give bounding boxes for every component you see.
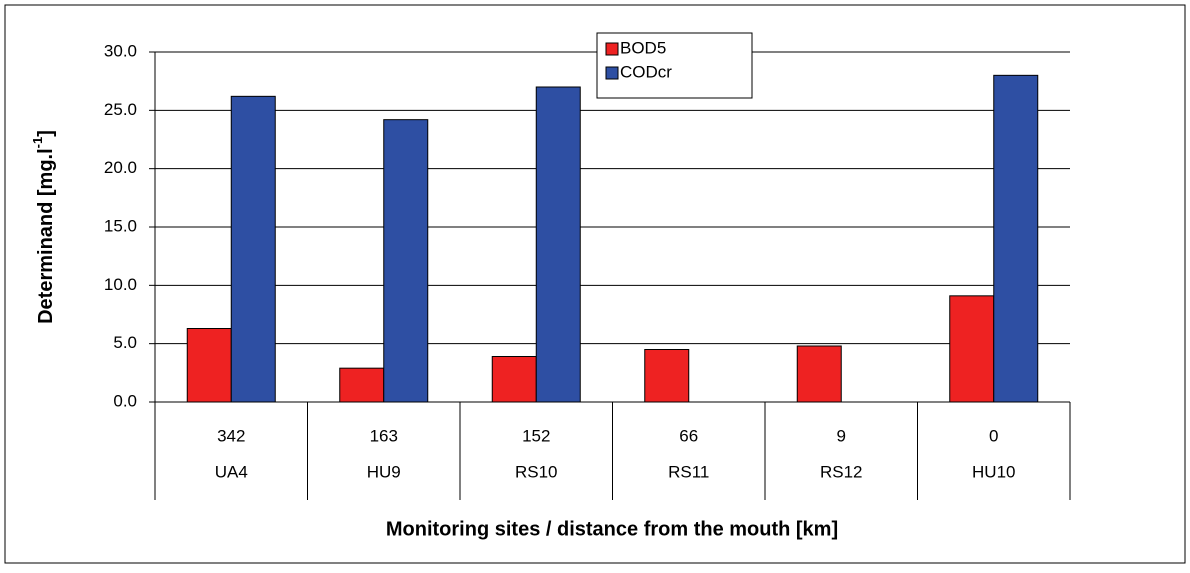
bar — [644, 349, 690, 403]
bar — [383, 119, 429, 403]
x-tick-distance: 342 — [217, 426, 245, 445]
y-tick-label: 15.0 — [104, 216, 137, 235]
bar — [491, 356, 537, 403]
y-tick-label: 5.0 — [113, 333, 137, 352]
x-tick-distance: 163 — [370, 426, 398, 445]
x-tick-label: UA4 — [215, 462, 248, 481]
legend-box — [596, 32, 753, 99]
x-tick-distance: 9 — [837, 426, 846, 445]
y-tick-label: 25.0 — [104, 100, 137, 119]
bar — [993, 74, 1039, 403]
legend-swatch — [605, 42, 619, 56]
x-axis-label: Monitoring sites / distance from the mou… — [386, 518, 838, 540]
y-axis-label: Determinand [mg.l-1] — [30, 130, 57, 324]
x-tick-label: HU9 — [367, 462, 401, 481]
x-tick-distance: 152 — [522, 426, 550, 445]
x-tick-distance: 66 — [679, 426, 698, 445]
bar — [796, 345, 842, 403]
y-tick-label: 10.0 — [104, 275, 137, 294]
x-tick-label: HU10 — [972, 462, 1015, 481]
x-tick-label: RS10 — [515, 462, 558, 481]
y-label-main: Determinand [mg.l — [35, 148, 57, 324]
bar — [339, 367, 385, 403]
legend-label: CODcr — [620, 62, 672, 81]
y-tick-label: 20.0 — [104, 158, 137, 177]
legend-label: BOD5 — [620, 38, 666, 57]
y-label-end: ] — [35, 130, 57, 137]
chart-frame — [4, 4, 1186, 564]
bar — [949, 295, 995, 403]
x-tick-distance: 0 — [989, 426, 998, 445]
x-tick-label: RS11 — [668, 462, 709, 481]
x-tick-label: RS12 — [820, 462, 863, 481]
bar — [230, 95, 276, 403]
y-label-sup: -1 — [30, 137, 45, 149]
bar — [186, 328, 232, 403]
y-tick-label: 0.0 — [113, 391, 137, 410]
legend-swatch — [605, 66, 619, 80]
y-tick-label: 30.0 — [104, 41, 137, 60]
bar — [535, 86, 581, 403]
